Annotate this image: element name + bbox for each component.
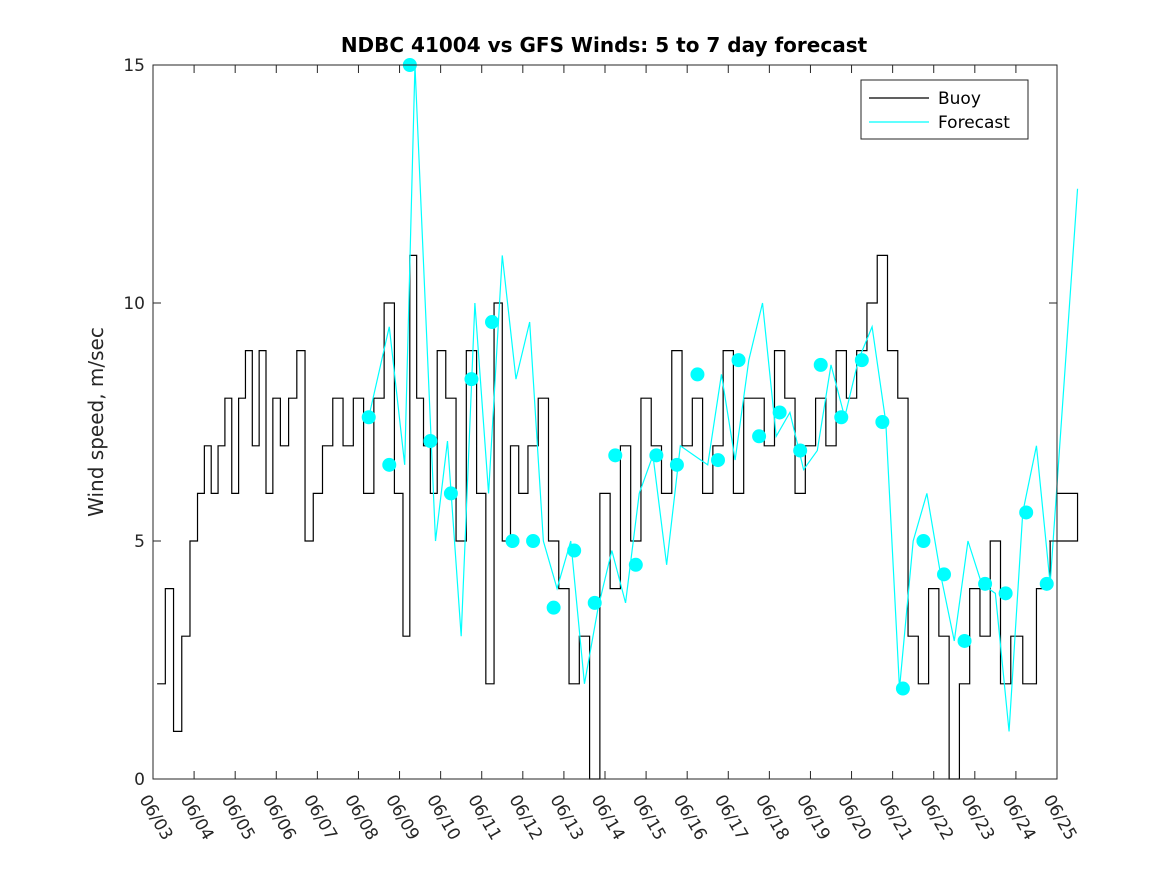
forecast-marker xyxy=(711,453,725,468)
forecast-marker xyxy=(772,405,787,420)
y-axis-label: Wind speed, m/sec xyxy=(84,327,108,517)
y-tick-label: 10 xyxy=(123,294,145,314)
y-tick-label: 0 xyxy=(134,770,145,790)
forecast-marker xyxy=(423,434,438,449)
forecast-marker xyxy=(834,410,849,425)
forecast-marker xyxy=(443,486,458,501)
forecast-marker xyxy=(978,576,993,591)
forecast-marker xyxy=(813,357,828,372)
forecast-marker xyxy=(793,443,808,458)
forecast-marker xyxy=(1039,576,1054,591)
forecast-marker xyxy=(649,448,664,463)
y-tick-label: 5 xyxy=(134,532,145,552)
forecast-marker xyxy=(875,415,890,429)
forecast-marker xyxy=(608,448,623,463)
legend-label: Forecast xyxy=(938,113,1010,133)
buoy-series-line xyxy=(157,254,1079,780)
forecast-marker xyxy=(854,353,869,368)
forecast-marker xyxy=(567,543,582,558)
forecast-marker xyxy=(485,315,499,330)
forecast-marker xyxy=(957,633,972,648)
forecast-marker xyxy=(895,681,910,696)
forecast-marker xyxy=(731,353,746,368)
forecast-marker xyxy=(587,595,602,610)
forecast-marker xyxy=(752,429,767,444)
forecast-marker xyxy=(382,457,397,472)
legend-label: Buoy xyxy=(938,89,981,109)
legend-box xyxy=(860,79,1029,140)
forecast-series-line xyxy=(368,64,1079,732)
y-tick-label: 15 xyxy=(123,56,145,76)
forecast-marker xyxy=(546,600,561,615)
forecast-marker xyxy=(937,567,951,582)
legend: Buoy Forecast xyxy=(860,79,1029,140)
forecast-marker xyxy=(628,557,643,572)
chart-title: NDBC 41004 vs GFS Winds: 5 to 7 day fore… xyxy=(341,33,868,57)
forecast-marker xyxy=(669,457,684,472)
forecast-marker xyxy=(1019,505,1034,520)
forecast-marker xyxy=(464,372,479,387)
forecast-marker xyxy=(361,410,376,425)
forecast-marker xyxy=(690,367,705,382)
forecast-marker xyxy=(526,534,541,548)
forecast-marker xyxy=(916,534,931,548)
forecast-marker xyxy=(998,586,1013,601)
forecast-marker xyxy=(505,534,520,548)
